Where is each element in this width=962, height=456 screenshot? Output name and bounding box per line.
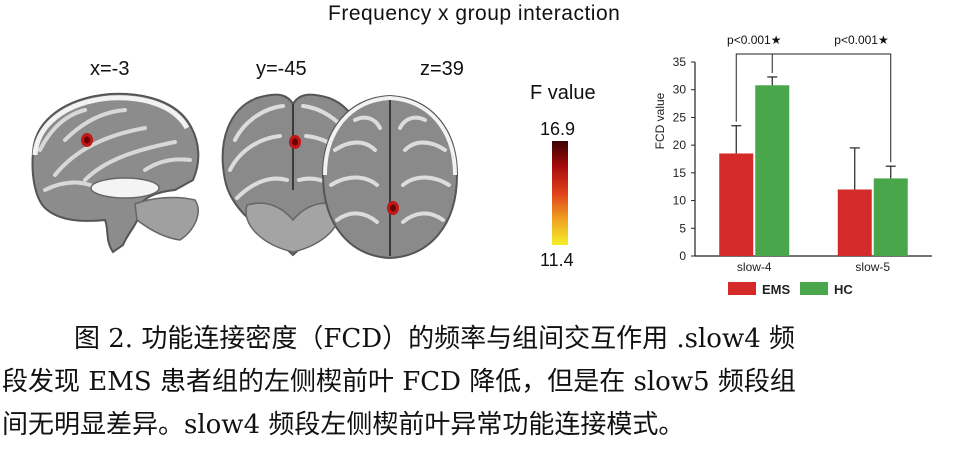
figure-caption: 图 2. 功能连接密度（FCD）的频率与组间交互作用 .slow4 频 段发现 … (0, 318, 962, 447)
y-tick-label: 15 (673, 166, 687, 180)
coronal-coordinate-label: y=-45 (256, 58, 307, 80)
activation-peak (84, 136, 90, 144)
colorbar-title: F value (530, 82, 596, 104)
caption-line-3: 间无明显差异。slow4 频段左侧楔前叶异常功能连接模式。 (2, 410, 685, 440)
bar-ems-slow-5 (837, 189, 872, 256)
brain-slices (31, 92, 459, 260)
figure-title: Frequency x group interaction (328, 2, 621, 25)
y-tick-label: 10 (673, 194, 687, 208)
axial-brain-slice (321, 94, 459, 260)
y-tick-label: 5 (679, 221, 686, 235)
y-tick-label: 0 (679, 249, 686, 263)
bar-ems-slow-4 (719, 153, 754, 256)
chart-annotations: p<0.001★ p<0.001★ (727, 33, 892, 163)
x-tick-label: slow-4 (737, 260, 772, 274)
x-tick-label: slow-5 (855, 260, 890, 274)
coronal-brain-slice (221, 93, 365, 257)
sagittal-coordinate-label: x=-3 (90, 58, 130, 80)
y-tick-label: 20 (673, 138, 687, 152)
chart-bars (719, 76, 908, 256)
bar-hc-slow-5 (873, 178, 908, 256)
activation-peak (390, 204, 396, 212)
fcd-bar-chart: 0 5 10 15 20 25 30 35 FCD value slow-4 slow-5 p<0.… (653, 33, 932, 297)
bar-hc-slow-4 (755, 85, 790, 256)
legend-swatch-ems (728, 282, 756, 295)
caption-line-1: 图 2. 功能连接密度（FCD）的频率与组间交互作用 .slow4 频 (74, 324, 796, 354)
y-tick-label: 30 (673, 83, 687, 97)
y-axis-label: FCD value (653, 92, 667, 149)
legend-label-ems: EMS (762, 282, 791, 297)
significance-label: p<0.001★ (834, 33, 888, 47)
axial-coordinate-label: z=39 (420, 58, 464, 80)
cerebellum (134, 196, 199, 241)
chart-legend: EMS HC (728, 282, 853, 297)
colorbar (552, 141, 568, 245)
y-tick-label: 25 (673, 110, 687, 124)
significance-bracket-frequency (772, 53, 892, 163)
caption-line-2: 段发现 EMS 患者组的左侧楔前叶 FCD 降低，但是在 slow5 频段组 (2, 367, 796, 397)
colorbar-min-label: 11.4 (540, 250, 574, 270)
significance-bracket-slow4 (735, 53, 773, 122)
chart-axes: 0 5 10 15 20 25 30 35 FCD value slow-4 slow-5 (653, 55, 932, 274)
legend-swatch-hc (800, 282, 828, 295)
activation-peak (292, 138, 298, 146)
y-tick-label: 35 (673, 55, 687, 69)
corpus-callosum (90, 177, 160, 199)
significance-label: p<0.001★ (727, 33, 781, 47)
sagittal-brain-slice (31, 92, 200, 254)
legend-label-hc: HC (834, 282, 853, 297)
colorbar-max-label: 16.9 (540, 119, 576, 139)
